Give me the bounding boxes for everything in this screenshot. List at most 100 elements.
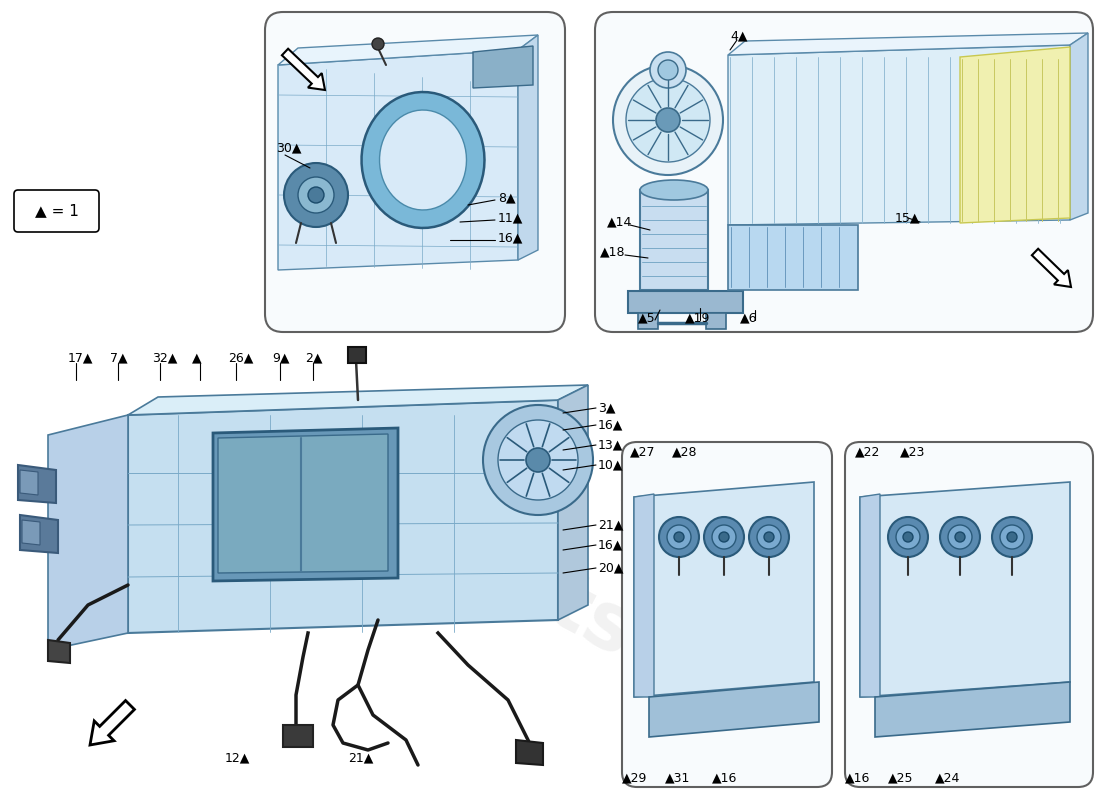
- Polygon shape: [634, 494, 654, 697]
- Circle shape: [498, 420, 578, 500]
- Polygon shape: [874, 682, 1070, 737]
- Polygon shape: [728, 45, 1070, 225]
- Polygon shape: [90, 701, 134, 745]
- Text: 3▲: 3▲: [598, 402, 616, 414]
- Text: ▲31: ▲31: [666, 771, 691, 785]
- Polygon shape: [558, 385, 589, 620]
- Circle shape: [992, 517, 1032, 557]
- FancyBboxPatch shape: [845, 442, 1093, 787]
- Text: ▲: ▲: [192, 351, 201, 365]
- Text: 13▲: 13▲: [598, 438, 624, 451]
- Text: 10▲: 10▲: [598, 458, 624, 471]
- Circle shape: [757, 525, 781, 549]
- Text: ▲6: ▲6: [740, 311, 758, 325]
- Polygon shape: [22, 520, 40, 545]
- Text: ▲ = 1: ▲ = 1: [34, 203, 78, 218]
- Circle shape: [764, 532, 774, 542]
- Polygon shape: [128, 385, 588, 415]
- Circle shape: [284, 163, 348, 227]
- Polygon shape: [518, 35, 538, 260]
- Polygon shape: [860, 494, 880, 697]
- Circle shape: [298, 177, 334, 213]
- Polygon shape: [48, 415, 128, 650]
- Polygon shape: [960, 47, 1070, 223]
- Polygon shape: [348, 347, 366, 363]
- Polygon shape: [18, 465, 56, 503]
- Polygon shape: [213, 428, 398, 581]
- FancyBboxPatch shape: [14, 190, 99, 232]
- Text: 20▲: 20▲: [598, 562, 624, 574]
- Circle shape: [667, 525, 691, 549]
- Text: ▲16: ▲16: [712, 771, 737, 785]
- Text: 11▲: 11▲: [498, 211, 524, 225]
- Text: 9▲: 9▲: [272, 351, 289, 365]
- Text: 30▲: 30▲: [276, 142, 301, 154]
- Text: ▲27: ▲27: [630, 446, 656, 458]
- Polygon shape: [20, 515, 58, 553]
- Polygon shape: [640, 190, 708, 290]
- Text: ▲18: ▲18: [600, 246, 626, 258]
- Polygon shape: [128, 400, 558, 633]
- Text: ▲14: ▲14: [607, 215, 632, 229]
- Circle shape: [658, 60, 678, 80]
- Circle shape: [948, 525, 972, 549]
- Circle shape: [656, 108, 680, 132]
- Polygon shape: [638, 313, 658, 329]
- Polygon shape: [362, 92, 484, 228]
- Text: 32▲: 32▲: [152, 351, 177, 365]
- Circle shape: [613, 65, 723, 175]
- Text: 21▲: 21▲: [348, 751, 373, 765]
- Text: 21▲: 21▲: [598, 518, 624, 531]
- Text: 26▲: 26▲: [228, 351, 253, 365]
- Polygon shape: [706, 313, 726, 329]
- Circle shape: [1006, 532, 1018, 542]
- Circle shape: [888, 517, 928, 557]
- Text: 4▲: 4▲: [730, 30, 748, 42]
- Text: 7▲: 7▲: [110, 351, 128, 365]
- Polygon shape: [1032, 249, 1071, 287]
- Polygon shape: [628, 291, 742, 313]
- Polygon shape: [1070, 33, 1088, 220]
- Circle shape: [659, 517, 698, 557]
- Circle shape: [674, 532, 684, 542]
- Circle shape: [896, 525, 920, 549]
- Polygon shape: [728, 33, 1088, 55]
- Polygon shape: [20, 470, 38, 495]
- Polygon shape: [728, 225, 858, 290]
- Text: 16▲: 16▲: [498, 231, 524, 245]
- Circle shape: [749, 517, 789, 557]
- Circle shape: [650, 52, 686, 88]
- Text: 16▲: 16▲: [598, 538, 624, 551]
- Circle shape: [526, 448, 550, 472]
- Circle shape: [372, 38, 384, 50]
- Polygon shape: [278, 35, 538, 65]
- Text: ▲28: ▲28: [672, 446, 697, 458]
- Polygon shape: [473, 46, 534, 88]
- Polygon shape: [379, 110, 466, 210]
- Circle shape: [626, 78, 710, 162]
- Ellipse shape: [640, 180, 708, 200]
- Text: ▲25: ▲25: [888, 771, 913, 785]
- Polygon shape: [278, 50, 518, 270]
- Text: ▲19: ▲19: [685, 311, 711, 325]
- Polygon shape: [282, 49, 324, 90]
- Text: ▲23: ▲23: [900, 446, 925, 458]
- Text: 16▲: 16▲: [598, 418, 624, 431]
- Text: ▲16: ▲16: [845, 771, 870, 785]
- FancyBboxPatch shape: [621, 442, 832, 787]
- Circle shape: [955, 532, 965, 542]
- Polygon shape: [860, 482, 1070, 697]
- Polygon shape: [634, 482, 814, 697]
- Text: ▲22: ▲22: [855, 446, 880, 458]
- Text: 15▲: 15▲: [895, 211, 921, 225]
- Polygon shape: [48, 640, 70, 663]
- Text: 2▲: 2▲: [305, 351, 322, 365]
- Text: ▲29: ▲29: [621, 771, 648, 785]
- Circle shape: [483, 405, 593, 515]
- Polygon shape: [516, 740, 543, 765]
- Polygon shape: [283, 725, 313, 747]
- Circle shape: [712, 525, 736, 549]
- Circle shape: [704, 517, 744, 557]
- Text: sinco: sinco: [613, 470, 748, 570]
- FancyBboxPatch shape: [265, 12, 565, 332]
